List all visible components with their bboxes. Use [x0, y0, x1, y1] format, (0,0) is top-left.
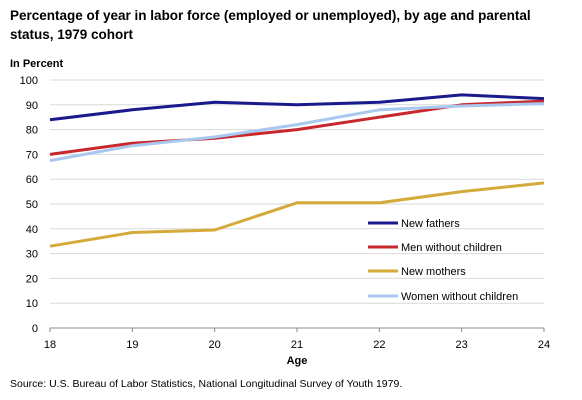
legend-label: Women without children [401, 291, 518, 303]
legend-label: New mothers [401, 266, 466, 278]
x-tick-label: 24 [538, 339, 550, 351]
series-line-women-without-children [49, 102, 545, 163]
y-tick-label: 90 [26, 100, 38, 112]
y-tick-label: 80 [26, 125, 38, 137]
x-tick-label: 22 [373, 339, 385, 351]
y-tick-label: 60 [26, 174, 38, 186]
x-axis-label: Age [287, 355, 308, 367]
y-tick-label: 50 [26, 199, 38, 211]
legend-label: New fathers [401, 218, 460, 230]
source-note: Source: U.S. Bureau of Labor Statistics,… [10, 378, 403, 390]
chart-title: Percentage of year in labor force (emplo… [10, 8, 531, 42]
x-tick-label: 18 [44, 339, 56, 351]
legend-label: Men without children [401, 242, 502, 254]
y-tick-label: 30 [26, 249, 38, 261]
y-tick-label: 10 [26, 298, 38, 310]
series-line-new-fathers [49, 93, 545, 122]
y-axis-label: In Percent [10, 58, 64, 70]
x-tick-label: 19 [126, 339, 138, 351]
x-tick-label: 23 [456, 339, 468, 351]
series-line-new-mothers [49, 181, 545, 248]
x-tick-label: 21 [291, 339, 303, 351]
y-tick-label: 0 [32, 323, 38, 335]
y-tick-label: 40 [26, 224, 38, 236]
y-tick-label: 20 [26, 273, 38, 285]
y-tick-label: 70 [26, 149, 38, 161]
y-tick-label: 100 [20, 75, 38, 87]
x-tick-label: 20 [209, 339, 221, 351]
